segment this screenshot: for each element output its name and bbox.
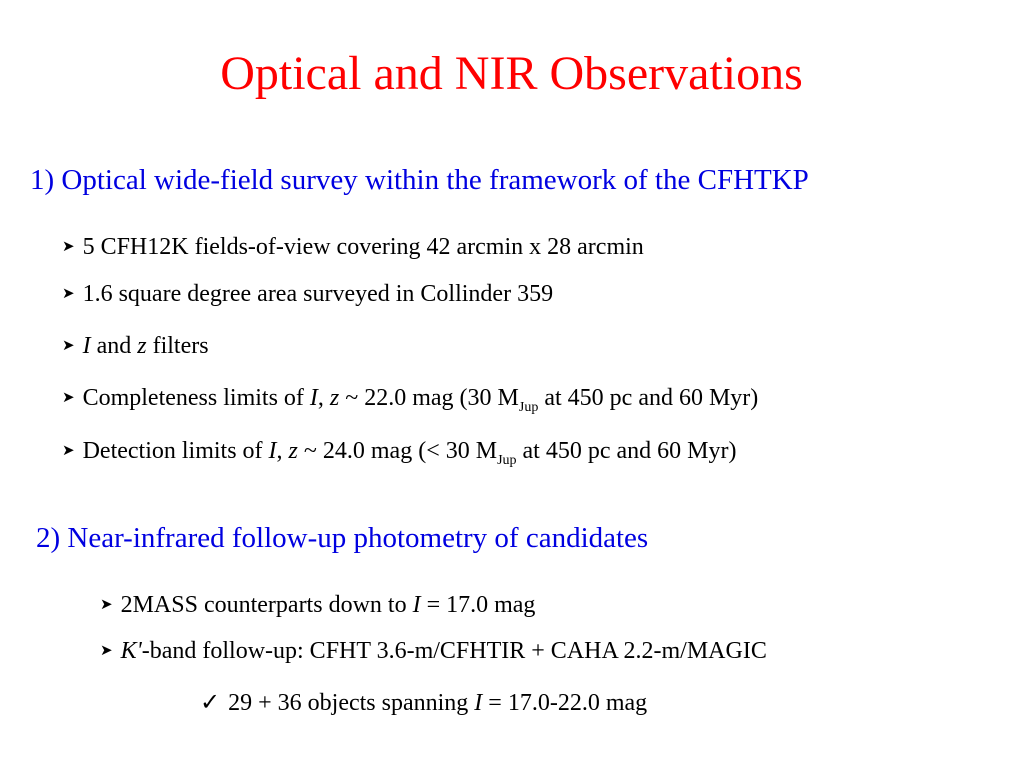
arrow-right-icon: ➤ [62, 390, 75, 406]
bullet-filters: ➤ I and z filters [62, 333, 209, 359]
arrow-right-icon: ➤ [62, 239, 75, 255]
bullet-2mass-counterparts: ➤ 2MASS counterparts down to I = 17.0 mag [100, 592, 536, 618]
section-heading-optical: 1) Optical wide-field survey within the … [30, 164, 809, 196]
arrow-right-icon: ➤ [62, 286, 75, 302]
arrow-right-icon: ➤ [62, 338, 75, 354]
bullet-fields-of-view: ➤ 5 CFH12K fields-of-view covering 42 arc… [62, 234, 644, 260]
arrow-right-icon: ➤ [62, 443, 75, 459]
slide-title: Optical and NIR Observations [220, 47, 803, 100]
arrow-right-icon: ➤ [100, 597, 113, 613]
section-heading-near-infrared: 2) Near-infrared follow-up photometry of… [36, 522, 649, 554]
bullet-detection-limits: ➤ Detection limits of I, z ~ 24.0 mag (< … [62, 438, 737, 468]
check-item-objects-spanning: ✓ 29 + 36 objects spanning I = 17.0-22.0 … [200, 690, 648, 716]
checkmark-icon: ✓ [200, 690, 221, 716]
bullet-completeness-limits: ➤ Completeness limits of I, z ~ 22.0 mag … [62, 385, 759, 415]
bullet-area-surveyed: ➤ 1.6 square degree area surveyed in Coll… [62, 281, 554, 307]
arrow-right-icon: ➤ [100, 643, 113, 659]
bullet-k-band-follow-up: ➤ K'-band follow-up: CFHT 3.6-m/CFHTIR + … [100, 638, 767, 664]
